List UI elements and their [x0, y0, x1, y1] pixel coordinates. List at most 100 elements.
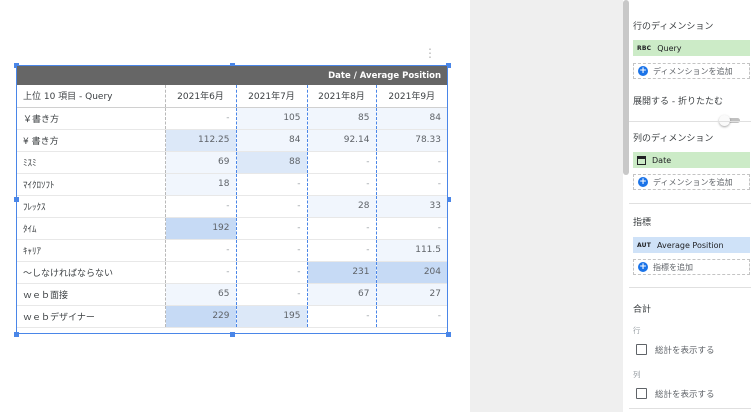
value-cell: -	[307, 305, 377, 328]
query-cell: ￥書き方	[17, 107, 166, 130]
add-circle-icon: +	[638, 66, 648, 76]
resize-handle-br[interactable]	[446, 332, 451, 337]
canvas-gutter	[470, 0, 623, 412]
table-row[interactable]: ﾀｲﾑ 192- - -	[17, 217, 447, 240]
resize-handle-tl[interactable]	[14, 63, 19, 68]
add-row-dimension-button[interactable]: + ディメンションを追加	[633, 63, 750, 79]
column-header[interactable]: 2021年7月	[236, 85, 308, 108]
value-cell: -	[236, 283, 308, 306]
value-cell: 84	[236, 129, 308, 152]
value-cell: -	[236, 217, 308, 240]
value-cell: -	[236, 195, 308, 218]
value-cell: 195	[236, 305, 308, 328]
resize-handle-tr[interactable]	[446, 63, 451, 68]
row-dimension-chip[interactable]: RBC Query	[633, 40, 750, 56]
row-grand-total-checkbox[interactable]	[636, 344, 647, 355]
resize-handle-bm[interactable]	[230, 332, 235, 337]
value-cell: 88	[236, 151, 308, 174]
expand-collapse-toggle[interactable]	[719, 115, 741, 126]
value-cell: 192	[165, 217, 237, 240]
value-cell: -	[307, 239, 377, 262]
value-cell: -	[165, 239, 237, 262]
column-group-header-row: Date / Average Position	[17, 66, 447, 85]
value-cell: 27	[376, 283, 447, 306]
row-dimension-chip-label: Query	[657, 43, 682, 53]
column-dimension-chip-label: Date	[652, 155, 672, 165]
value-cell: 229	[165, 305, 237, 328]
query-cell: ｗｅｂデザイナー	[17, 305, 166, 328]
table-row[interactable]: ｗｅｂデザイナー 229 195- -	[17, 305, 447, 328]
calendar-icon	[637, 155, 646, 165]
query-cell: ｗｅｂ面接	[17, 283, 166, 306]
value-cell: -	[376, 217, 447, 240]
metric-type-badge: AUT	[637, 241, 652, 249]
value-cell: 65	[165, 283, 237, 306]
totals-column-label: 列	[633, 370, 641, 379]
header-blank	[17, 66, 165, 85]
column-header[interactable]: 2021年8月	[307, 85, 377, 108]
row-dimension-header[interactable]: 上位 10 項目 - Query	[17, 85, 166, 108]
query-cell: ～しなければならない	[17, 261, 166, 284]
value-cell: -	[376, 305, 447, 328]
value-cell: -	[307, 173, 377, 196]
column-dimension-chip[interactable]: Date	[633, 152, 750, 168]
resize-handle-tm[interactable]	[230, 63, 235, 68]
metric-chip-label: Average Position	[657, 240, 724, 250]
totals-title: 合計	[633, 305, 652, 315]
query-cell: ﾐｽﾐ	[17, 151, 166, 174]
table-row[interactable]: ﾐｽﾐ 69 88- -	[17, 151, 447, 174]
section-divider	[629, 408, 751, 409]
expand-collapse-label: 展開する - 折りたたむ	[633, 97, 723, 107]
column-grand-total-label: 総計を表示する	[655, 390, 715, 400]
value-cell: -	[307, 151, 377, 174]
totals-row-label: 行	[633, 326, 641, 335]
table-row[interactable]: ￥書き方 -105 85 84	[17, 107, 447, 130]
query-cell: ﾀｲﾑ	[17, 217, 166, 240]
column-grand-total-checkbox[interactable]	[636, 388, 647, 399]
value-cell: -	[236, 173, 308, 196]
chart-more-options-icon[interactable]: ⋮	[424, 46, 436, 60]
value-cell: 69	[165, 151, 237, 174]
query-cell: ｷｬﾘｱ	[17, 239, 166, 262]
table-row[interactable]: ｗｅｂ面接 65-67 27	[17, 283, 447, 306]
toggle-knob	[719, 115, 730, 126]
table-row[interactable]: ﾏｲｸﾛｿﾌﾄ 18- - -	[17, 173, 447, 196]
value-cell: -	[165, 107, 237, 130]
column-header[interactable]: 2021年9月	[376, 85, 447, 108]
add-circle-icon: +	[638, 177, 648, 187]
value-cell: 112.25	[165, 129, 237, 152]
table-row[interactable]: ～しなければならない - -231 204	[17, 261, 447, 284]
resize-handle-mr[interactable]	[446, 197, 451, 202]
value-cell: -	[236, 239, 308, 262]
column-header[interactable]: 2021年6月	[165, 85, 237, 108]
add-dimension-label: ディメンションを追加	[653, 66, 733, 76]
value-cell: 78.33	[376, 129, 447, 152]
value-cell: 204	[376, 261, 447, 284]
table-row[interactable]: ¥ 書き方 112.25 84 92.14 78.33	[17, 129, 447, 152]
add-metric-button[interactable]: + 指標を追加	[633, 259, 750, 275]
value-cell: 231	[307, 261, 377, 284]
query-cell: ﾌﾚｯｸｽ	[17, 195, 166, 218]
toggle-track	[722, 118, 740, 123]
add-metric-label: 指標を追加	[653, 262, 693, 272]
add-circle-icon: +	[638, 262, 648, 272]
row-dimension-title: 行のディメンション	[633, 22, 714, 32]
panel-scrollbar[interactable]	[623, 0, 629, 175]
value-cell: 92.14	[307, 129, 377, 152]
resize-handle-bl[interactable]	[14, 332, 19, 337]
text-type-badge: RBC	[637, 44, 652, 52]
value-cell: -	[165, 195, 237, 218]
value-cell: 105	[236, 107, 308, 130]
value-cell: 33	[376, 195, 447, 218]
table-row[interactable]: ﾌﾚｯｸｽ - -28 33	[17, 195, 447, 218]
column-group-header[interactable]: Date / Average Position	[165, 66, 447, 85]
value-cell: -	[165, 261, 237, 284]
resize-handle-ml[interactable]	[14, 197, 19, 202]
table-row[interactable]: ｷｬﾘｱ - - -111.5	[17, 239, 447, 262]
value-cell: -	[376, 151, 447, 174]
metrics-title: 指標	[633, 218, 652, 228]
metric-chip[interactable]: AUT Average Position	[633, 237, 750, 253]
value-cell: 18	[165, 173, 237, 196]
add-column-dimension-button[interactable]: + ディメンションを追加	[633, 174, 750, 190]
value-cell: -	[236, 261, 308, 284]
